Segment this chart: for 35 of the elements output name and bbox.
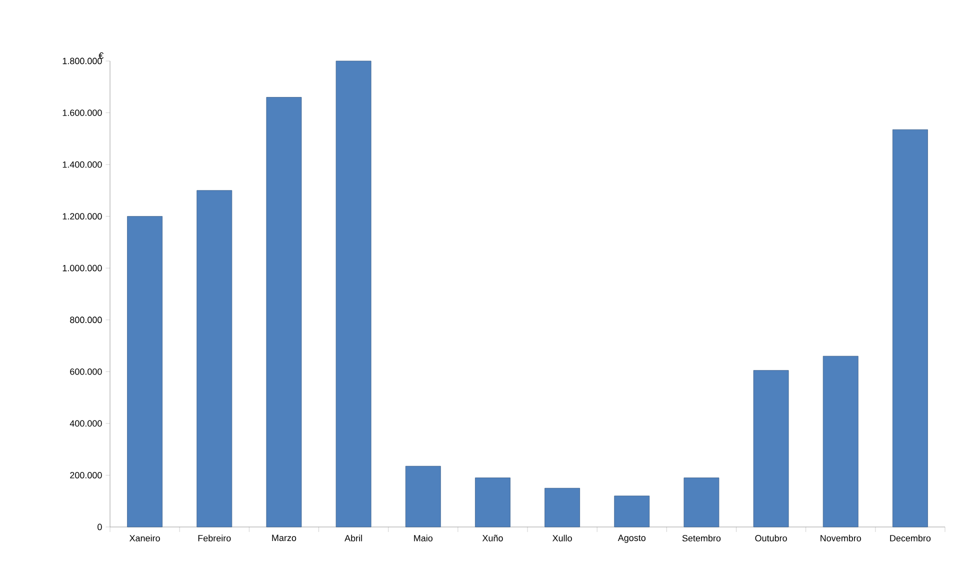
bar <box>127 216 162 528</box>
bar <box>753 370 789 528</box>
x-tick-label: Xuño <box>482 534 503 542</box>
bar <box>892 129 928 528</box>
x-tick-label: Abril <box>344 534 362 542</box>
y-axis-title: € <box>98 52 104 59</box>
x-tick-label: Novembro <box>820 534 861 542</box>
bar <box>614 496 650 528</box>
y-tick-label: 600.000 <box>70 368 102 375</box>
y-tick-label: 0 <box>98 524 102 530</box>
bar <box>822 356 858 528</box>
x-tick-label: Febreiro <box>198 534 231 542</box>
bar <box>544 488 580 528</box>
x-tick-label: Xaneiro <box>129 534 160 542</box>
x-tick-label: Xullo <box>552 534 572 542</box>
x-tick-label: Outubro <box>755 534 787 542</box>
bar <box>196 190 232 528</box>
y-tick-label: 400.000 <box>70 420 102 427</box>
x-tick-label: Setembro <box>682 534 721 542</box>
bar <box>336 60 372 528</box>
x-tick-label: Maio <box>414 534 432 542</box>
bar <box>266 97 302 528</box>
y-tick-label: 200.000 <box>70 472 102 478</box>
x-tick-label: Agosto <box>618 534 646 543</box>
bar <box>475 478 510 528</box>
bar <box>684 478 720 528</box>
y-tick-label: 800.000 <box>70 316 102 324</box>
bar <box>405 466 441 528</box>
y-tick-label: 1.800.000 <box>62 58 102 64</box>
y-tick-label: 1.200.000 <box>62 213 102 220</box>
y-tick-label: 1.600.000 <box>62 110 102 116</box>
y-tick-label: 1.400.000 <box>62 161 102 168</box>
x-tick-label: Marzo <box>272 534 296 542</box>
x-tick-label: Decembro <box>890 534 931 542</box>
y-tick-label: 1.000.000 <box>62 264 102 272</box>
